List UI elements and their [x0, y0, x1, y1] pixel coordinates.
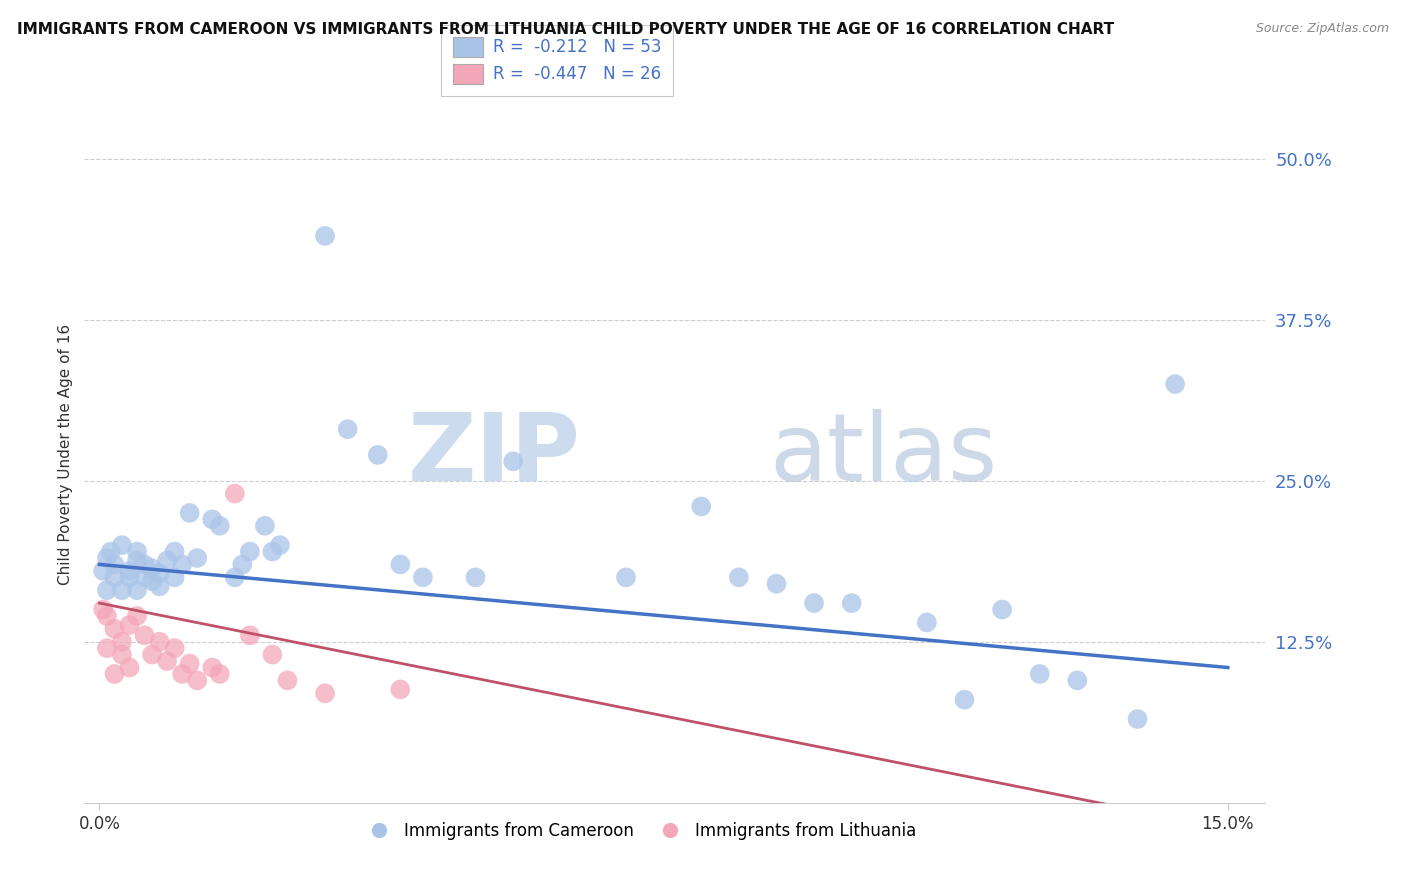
Text: IMMIGRANTS FROM CAMEROON VS IMMIGRANTS FROM LITHUANIA CHILD POVERTY UNDER THE AG: IMMIGRANTS FROM CAMEROON VS IMMIGRANTS F…	[17, 22, 1114, 37]
Point	[262, 648, 284, 662]
Point	[803, 596, 825, 610]
Point	[224, 570, 246, 584]
Point	[134, 628, 156, 642]
Point	[118, 564, 141, 578]
Point	[149, 579, 172, 593]
Point	[336, 422, 359, 436]
Point	[224, 486, 246, 500]
Point	[276, 673, 298, 688]
Point	[1126, 712, 1149, 726]
Point	[1028, 667, 1050, 681]
Point	[103, 558, 125, 572]
Point	[239, 544, 262, 558]
Point	[841, 596, 863, 610]
Text: ZIP: ZIP	[408, 409, 581, 501]
Point	[111, 583, 134, 598]
Point	[111, 538, 134, 552]
Point	[201, 512, 224, 526]
Point	[103, 667, 125, 681]
Point	[141, 561, 163, 575]
Point	[186, 551, 208, 566]
Point	[690, 500, 713, 514]
Point	[118, 660, 141, 674]
Point	[389, 682, 412, 697]
Point	[111, 634, 134, 648]
Point	[208, 518, 231, 533]
Point	[134, 558, 156, 572]
Point	[464, 570, 486, 584]
Point	[614, 570, 637, 584]
Point	[1066, 673, 1088, 688]
Point	[118, 570, 141, 584]
Point	[134, 570, 156, 584]
Point	[201, 660, 224, 674]
Point	[91, 602, 114, 616]
Point	[141, 648, 163, 662]
Point	[179, 657, 201, 671]
Point	[502, 454, 524, 468]
Point	[96, 641, 118, 656]
Point	[239, 628, 262, 642]
Point	[765, 576, 787, 591]
Point	[156, 553, 179, 567]
Point	[125, 609, 148, 624]
Point	[163, 544, 186, 558]
Point	[389, 558, 412, 572]
Point	[125, 544, 148, 558]
Point	[91, 564, 114, 578]
Point	[172, 558, 194, 572]
Point	[96, 551, 118, 566]
Point	[179, 506, 201, 520]
Text: Source: ZipAtlas.com: Source: ZipAtlas.com	[1256, 22, 1389, 36]
Point	[991, 602, 1014, 616]
Point	[1164, 377, 1187, 392]
Point	[118, 618, 141, 632]
Legend: Immigrants from Cameroon, Immigrants from Lithuania: Immigrants from Cameroon, Immigrants fro…	[356, 815, 924, 847]
Point	[103, 622, 125, 636]
Point	[186, 673, 208, 688]
Point	[163, 641, 186, 656]
Point	[953, 692, 976, 706]
Point	[269, 538, 291, 552]
Text: atlas: atlas	[769, 409, 998, 501]
Point	[125, 583, 148, 598]
Point	[149, 566, 172, 581]
Point	[412, 570, 434, 584]
Point	[125, 553, 148, 567]
Point	[149, 634, 172, 648]
Point	[111, 648, 134, 662]
Y-axis label: Child Poverty Under the Age of 16: Child Poverty Under the Age of 16	[58, 325, 73, 585]
Point	[231, 558, 253, 572]
Point	[156, 654, 179, 668]
Point	[141, 574, 163, 589]
Point	[172, 667, 194, 681]
Point	[367, 448, 389, 462]
Point	[163, 570, 186, 584]
Point	[208, 667, 231, 681]
Point	[314, 228, 336, 243]
Point	[96, 583, 118, 598]
Point	[96, 609, 118, 624]
Point	[915, 615, 938, 630]
Point	[253, 518, 276, 533]
Point	[727, 570, 749, 584]
Point	[103, 570, 125, 584]
Point	[262, 544, 284, 558]
Point	[100, 544, 122, 558]
Point	[314, 686, 336, 700]
